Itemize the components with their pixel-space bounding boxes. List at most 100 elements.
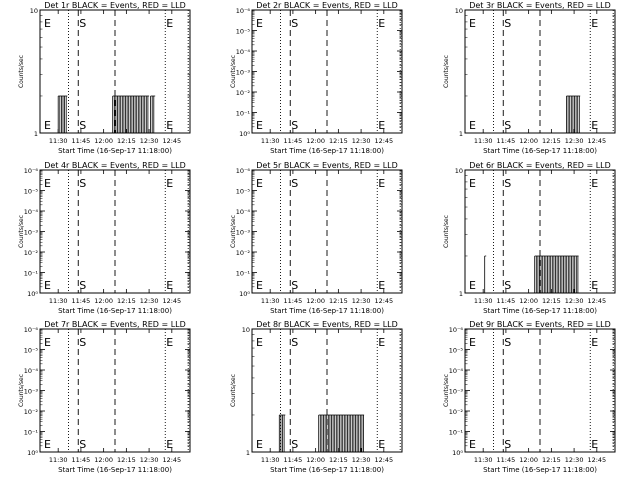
y-axis-label: Counts/sec xyxy=(18,215,25,248)
x-tick-label: 12:45 xyxy=(162,297,181,305)
y-axis-label: Counts/sec xyxy=(230,55,237,88)
x-tick-label: 12:15 xyxy=(117,297,136,305)
y-tick-label: 10⁰ xyxy=(452,449,463,457)
y-axis-label: Counts/sec xyxy=(18,374,25,407)
marker-start-top: S xyxy=(504,17,511,30)
event-burst xyxy=(57,95,68,133)
x-tick-label: 12:45 xyxy=(162,456,181,464)
marker-start-bottom: S xyxy=(79,279,86,292)
x-tick-label: 11:30 xyxy=(49,297,68,305)
x-tick-label: 11:30 xyxy=(49,456,68,464)
y-tick-label: 10⁻⁴ xyxy=(449,367,464,375)
x-tick-label: 12:00 xyxy=(94,456,113,464)
y-tick-label: 10⁰ xyxy=(27,449,38,457)
x-axis-label: Start Time (16-Sep-17 11:18:00) xyxy=(270,307,384,315)
panel-det-9: Det 9r BLACK = Events, RED = LLD Counts/s… xyxy=(443,320,616,474)
marker-left-top: E xyxy=(256,17,263,30)
y-tick-label: 10 xyxy=(455,167,463,175)
x-axis-label: Start Time (16-Sep-17 11:18:00) xyxy=(270,466,384,474)
marker-start-bottom: S xyxy=(291,119,298,132)
x-tick-label: 12:30 xyxy=(352,297,371,305)
y-tick-label: 10⁻³ xyxy=(24,388,39,396)
y-tick-label: 10⁻³ xyxy=(236,69,251,77)
x-tick-label: 12:00 xyxy=(94,137,113,145)
y-tick-label: 10⁻² xyxy=(449,408,464,416)
y-tick-label: 10 xyxy=(455,7,463,15)
x-tick-label: 12:00 xyxy=(94,297,113,305)
panel-title: Det 4r BLACK = Events, RED = LLD xyxy=(44,161,186,170)
y-tick-label: 1 xyxy=(34,130,38,138)
panel-title: Det 5r BLACK = Events, RED = LLD xyxy=(256,161,398,170)
x-tick-label: 12:00 xyxy=(519,297,538,305)
event-burst xyxy=(318,414,365,452)
y-tick-label: 10⁻¹ xyxy=(449,429,464,437)
marker-start-top: S xyxy=(504,177,511,190)
marker-start-bottom: S xyxy=(504,119,511,132)
y-tick-label: 10⁻¹ xyxy=(24,429,39,437)
y-axis-label: Counts/sec xyxy=(230,215,237,248)
x-tick-label: 11:45 xyxy=(284,297,303,305)
marker-end-bottom: E xyxy=(378,119,385,132)
x-tick-label: 12:45 xyxy=(374,137,393,145)
x-axis-label: Start Time (16-Sep-17 11:18:00) xyxy=(58,307,172,315)
panel-det-5: Det 5r BLACK = Events, RED = LLD Counts/s… xyxy=(230,161,403,315)
y-tick-label: 10⁻³ xyxy=(24,229,39,237)
x-tick-label: 12:00 xyxy=(306,297,325,305)
x-axis-label: Start Time (16-Sep-17 11:18:00) xyxy=(58,147,172,155)
panel-det-2: Det 2r BLACK = Events, RED = LLD Counts/s… xyxy=(230,1,403,155)
x-tick-label: 11:45 xyxy=(72,137,91,145)
x-tick-label: 11:45 xyxy=(72,297,91,305)
marker-start-bottom: S xyxy=(291,438,298,451)
marker-end-top: E xyxy=(166,177,173,190)
y-tick-label: 1 xyxy=(459,130,463,138)
x-axis-label: Start Time (16-Sep-17 11:18:00) xyxy=(270,147,384,155)
marker-left-bottom: E xyxy=(44,119,51,132)
panel-title: Det 2r BLACK = Events, RED = LLD xyxy=(256,1,398,10)
x-axis-label: Start Time (16-Sep-17 11:18:00) xyxy=(483,307,597,315)
event-burst xyxy=(278,414,286,452)
marker-left-bottom: E xyxy=(256,119,263,132)
marker-left-bottom: E xyxy=(44,279,51,292)
y-axis-label: Counts/sec xyxy=(18,55,25,88)
x-tick-label: 11:45 xyxy=(284,137,303,145)
x-tick-label: 12:15 xyxy=(542,137,561,145)
y-tick-label: 10⁻⁴ xyxy=(236,208,251,216)
y-axis-label: Counts/sec xyxy=(443,215,450,248)
marker-left-bottom: E xyxy=(469,438,476,451)
x-tick-label: 11:45 xyxy=(72,456,91,464)
x-tick-label: 12:45 xyxy=(374,297,393,305)
y-tick-label: 10⁻⁴ xyxy=(24,367,39,375)
y-tick-label: 10⁻⁶ xyxy=(449,326,464,334)
x-tick-label: 12:15 xyxy=(329,297,348,305)
x-tick-label: 12:30 xyxy=(565,297,584,305)
x-tick-label: 12:00 xyxy=(519,456,538,464)
marker-start-top: S xyxy=(291,177,298,190)
y-tick-label: 10⁻⁵ xyxy=(236,28,251,36)
y-tick-label: 10⁻² xyxy=(24,249,39,257)
y-tick-label: 10⁻³ xyxy=(449,388,464,396)
y-axis-label: Counts/sec xyxy=(443,374,450,407)
marker-left-top: E xyxy=(44,17,51,30)
y-tick-label: 10⁻⁵ xyxy=(449,347,464,355)
y-tick-label: 10⁻⁶ xyxy=(236,7,251,15)
marker-end-top: E xyxy=(591,17,598,30)
marker-end-bottom: E xyxy=(591,279,598,292)
x-tick-label: 11:45 xyxy=(497,297,516,305)
panel-det-8: Det 8r BLACK = Events, RED = LLD Counts/s… xyxy=(230,320,403,474)
y-tick-label: 1 xyxy=(459,290,463,298)
marker-end-top: E xyxy=(591,177,598,190)
panel-det-3: Det 3r BLACK = Events, RED = LLD Counts/s… xyxy=(443,1,616,155)
marker-end-bottom: E xyxy=(166,279,173,292)
x-tick-label: 12:00 xyxy=(306,456,325,464)
y-tick-label: 10 xyxy=(242,326,250,334)
panel-det-1: Det 1r BLACK = Events, RED = LLD Counts/s… xyxy=(18,1,191,155)
y-tick-label: 10⁻⁵ xyxy=(24,347,39,355)
y-tick-label: 10⁻⁵ xyxy=(24,188,39,196)
panel-title: Det 9r BLACK = Events, RED = LLD xyxy=(469,320,611,329)
x-tick-label: 11:30 xyxy=(474,137,493,145)
marker-start-top: S xyxy=(504,336,511,349)
y-tick-label: 10⁻⁵ xyxy=(236,188,251,196)
y-tick-label: 10⁻¹ xyxy=(24,270,39,278)
marker-start-top: S xyxy=(79,336,86,349)
marker-start-top: S xyxy=(291,17,298,30)
